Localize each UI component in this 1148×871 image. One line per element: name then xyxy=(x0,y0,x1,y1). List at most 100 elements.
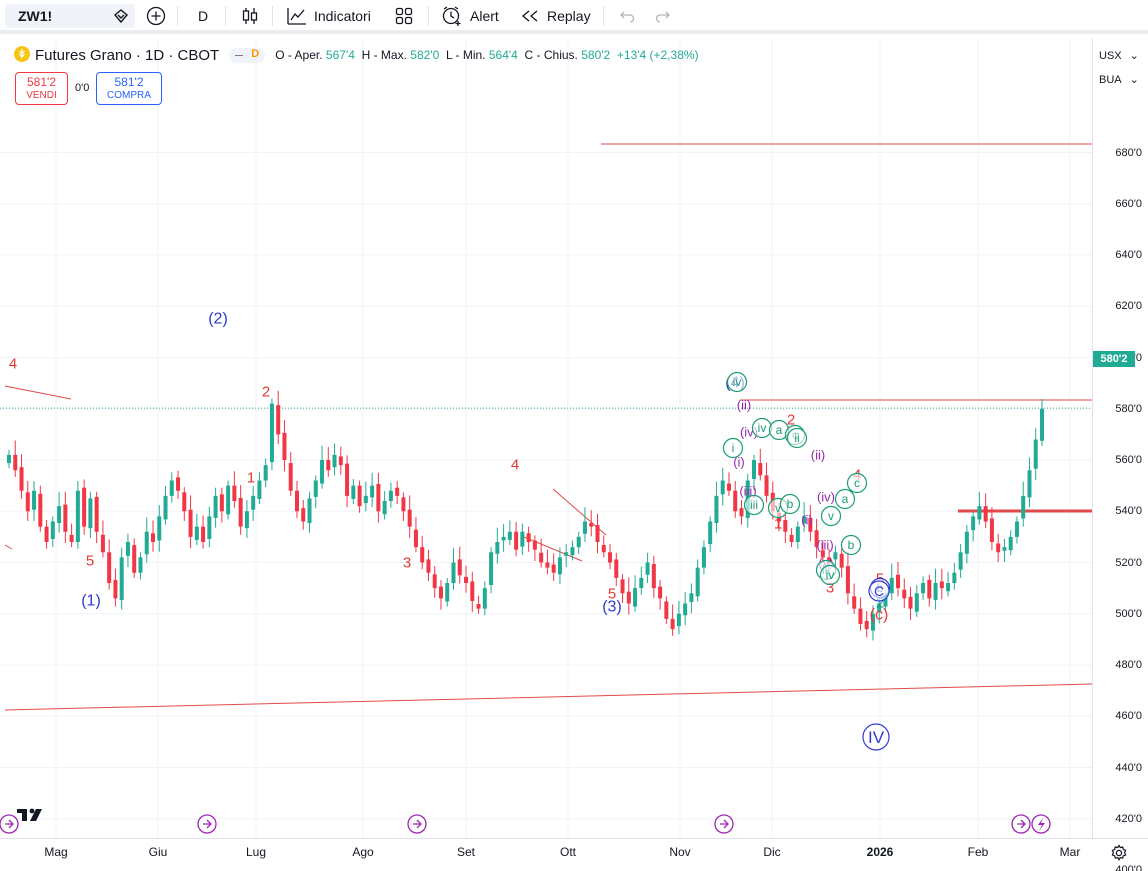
chart-legend: Futures Grano · 1D · CBOT D O - Aper. 56… xyxy=(14,45,699,64)
price-tick-label: 620'0 xyxy=(1115,300,1142,313)
wave-label-text: 4 xyxy=(511,456,519,473)
candle-body xyxy=(501,536,506,541)
wave-label: (ii) xyxy=(811,448,825,463)
logo-part xyxy=(30,809,42,821)
symbol-search-button[interactable]: ZW1! xyxy=(5,4,135,28)
candle xyxy=(464,565,469,593)
candle-body xyxy=(795,526,800,542)
wave-label-text: 2 xyxy=(876,594,884,611)
candle-body xyxy=(276,405,281,435)
chart-pane[interactable]: 45(1)(2)21345(3)(4)21345(c)2(ii)(iv)(i)(… xyxy=(0,38,1092,838)
wave-label-text: 3 xyxy=(826,579,834,596)
wave-label: 2 xyxy=(787,411,795,428)
last-price-label: 580'2 xyxy=(1093,351,1135,367)
time-scale[interactable]: Mag Giu Lug Ago Set Ott Nov Dic 2026 Feb Mar xyxy=(0,838,1148,871)
candle-body xyxy=(482,588,487,609)
arrow-right-icon xyxy=(203,819,212,829)
candle-body xyxy=(38,493,43,527)
candle-body xyxy=(664,601,669,619)
candle-body xyxy=(1021,495,1026,519)
wave-label: (3) xyxy=(602,599,622,616)
indicators-button[interactable]: Indicatori xyxy=(287,4,371,28)
interval-button[interactable]: D xyxy=(198,4,208,28)
candle-body xyxy=(132,545,137,573)
wave-label: C xyxy=(868,580,890,602)
replay-button[interactable]: Replay xyxy=(521,4,591,28)
candle xyxy=(676,600,681,635)
wave-label: (iv) xyxy=(817,490,835,505)
templates-grid-icon[interactable] xyxy=(395,4,413,28)
candle xyxy=(520,523,525,555)
candle-body xyxy=(758,463,763,476)
wave-label: (c) xyxy=(870,607,889,624)
candle-body xyxy=(845,566,850,594)
event-marker xyxy=(0,814,19,834)
currency-select[interactable]: USX ⌄ xyxy=(1099,50,1139,62)
indicators-label: Indicatori xyxy=(314,8,371,24)
wave-label-circle xyxy=(743,494,765,516)
candle-body xyxy=(163,495,168,520)
interval-label: D xyxy=(198,8,209,24)
candle-body xyxy=(94,496,99,532)
candle-body xyxy=(526,533,531,542)
candle xyxy=(88,491,93,538)
symbol-title[interactable]: Futures Grano · 1D · CBOT xyxy=(35,46,220,64)
wave-label: b xyxy=(779,493,801,515)
redo-icon[interactable] xyxy=(655,4,671,28)
candle xyxy=(927,574,932,607)
candle-body xyxy=(582,521,587,534)
candle xyxy=(213,487,218,528)
candle xyxy=(726,472,731,496)
wave-label: (iii) xyxy=(816,538,833,553)
candle xyxy=(551,553,556,581)
candle xyxy=(833,545,838,568)
candle-body xyxy=(176,477,181,491)
candle xyxy=(952,563,957,590)
candle-body xyxy=(820,550,825,558)
candle xyxy=(307,491,312,533)
candle-body xyxy=(689,593,694,602)
candle-body xyxy=(194,526,199,540)
candle xyxy=(163,486,168,525)
candle-body xyxy=(357,485,362,507)
candle-body xyxy=(989,518,994,542)
settings-gear-icon[interactable] xyxy=(1110,844,1128,865)
data-delayed-badge[interactable]: D xyxy=(229,47,266,63)
price-tick-label: 500'0 xyxy=(1115,607,1142,620)
candle xyxy=(996,533,1001,562)
candle-body xyxy=(996,543,1001,553)
candle-body xyxy=(971,516,976,531)
candle-body xyxy=(351,485,356,499)
arrow-right-icon xyxy=(720,819,729,829)
candle xyxy=(63,491,68,544)
price-scale[interactable]: USX⌄ BUA⌄ 680'0660'0640'0620'0600'0580'0… xyxy=(1092,38,1148,871)
compare-diamond-icon[interactable] xyxy=(113,8,129,24)
sell-price: 581'2 xyxy=(27,75,56,89)
candle-body xyxy=(244,511,249,529)
candle xyxy=(426,549,431,581)
candle xyxy=(294,481,299,518)
candle xyxy=(714,481,719,533)
unit-select[interactable]: BUA ⌄ xyxy=(1099,74,1139,86)
candle xyxy=(232,471,237,508)
alert-clock-icon xyxy=(441,5,463,27)
candle xyxy=(188,495,193,549)
wave-label-text: 3 xyxy=(403,554,411,571)
candles-chart-type-icon[interactable] xyxy=(241,4,259,28)
wave-label-circle xyxy=(846,472,868,494)
candle-body xyxy=(345,463,350,496)
wave-label: 5 xyxy=(86,552,94,569)
alert-button[interactable]: Alert xyxy=(441,4,499,28)
wave-label: (ii) xyxy=(737,398,751,413)
lightning-event-icon xyxy=(1031,814,1051,834)
candle-body xyxy=(63,504,68,532)
candle xyxy=(57,491,62,533)
candle xyxy=(633,575,638,612)
candle-body xyxy=(933,583,938,600)
candle xyxy=(507,520,512,546)
undo-icon[interactable] xyxy=(619,4,635,28)
sell-button[interactable]: 581'2 VENDI xyxy=(15,72,68,105)
alert-label: Alert xyxy=(470,8,499,24)
add-symbol-icon[interactable] xyxy=(146,4,166,28)
buy-button[interactable]: 581'2 COMPRA xyxy=(96,72,162,105)
